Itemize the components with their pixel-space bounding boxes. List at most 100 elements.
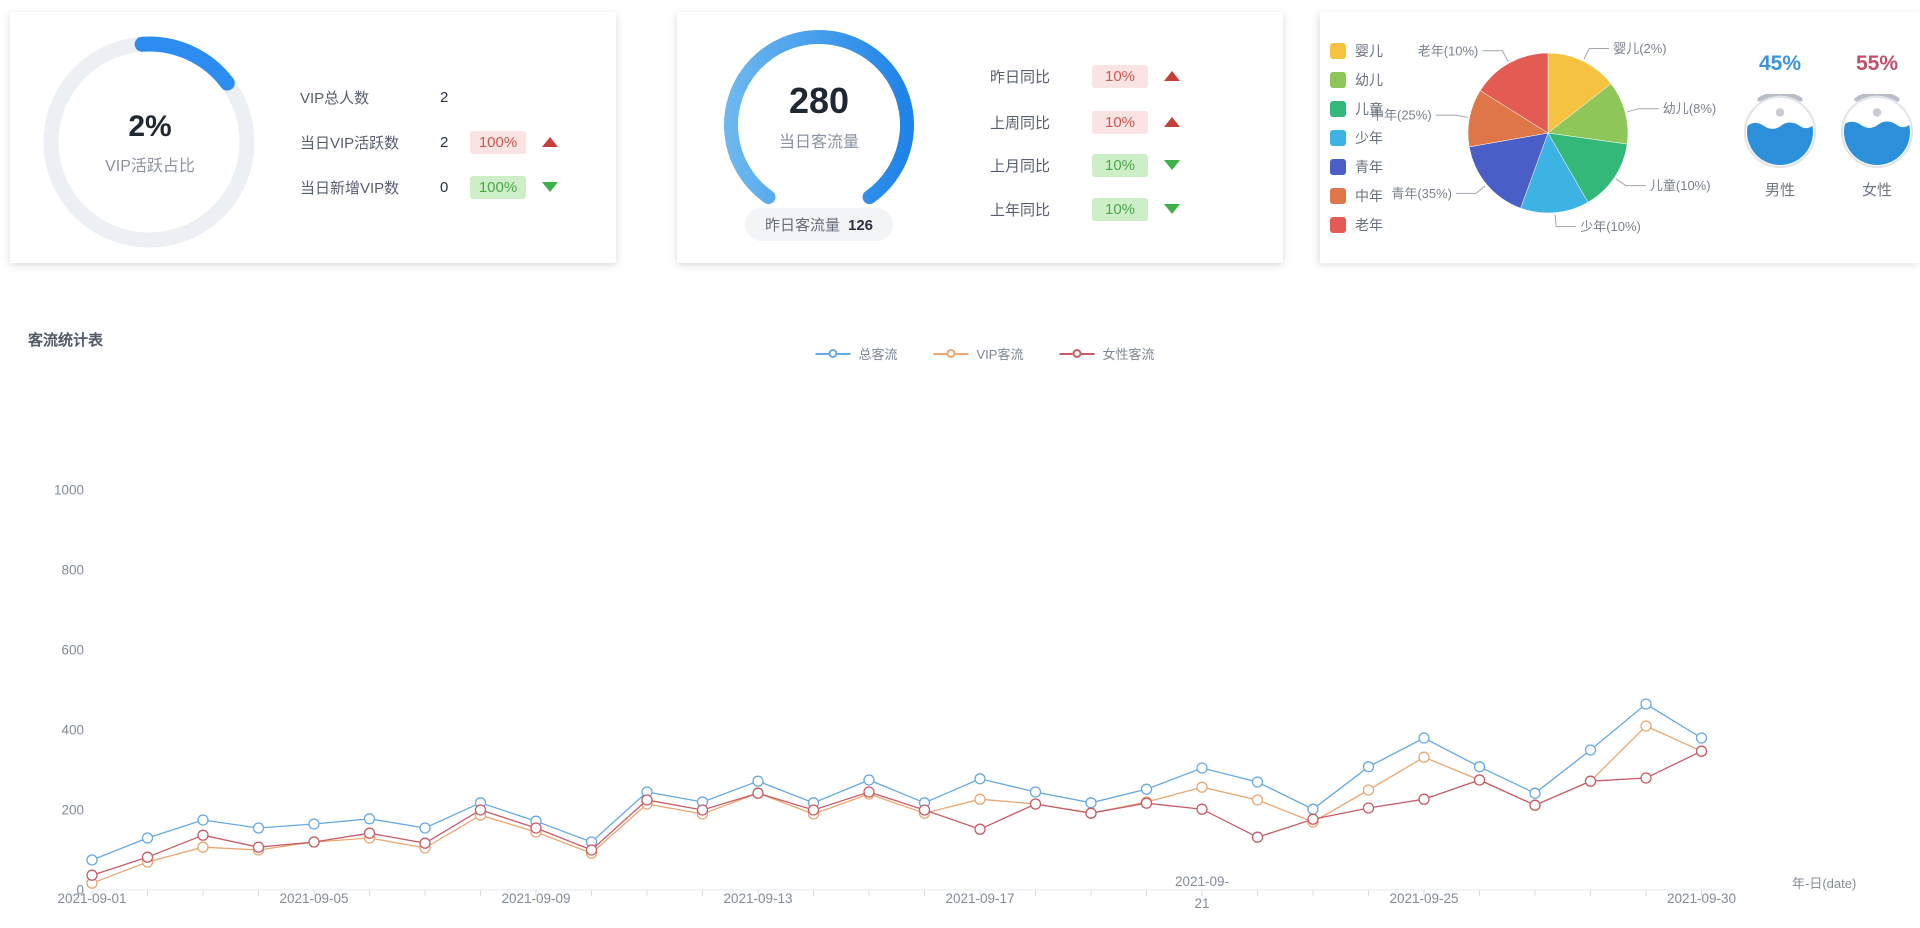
pie-legend-item[interactable]: 儿童 (1330, 94, 1383, 123)
data-point (1196, 803, 1208, 815)
x-axis-label: 2021-09-17 (945, 891, 1014, 906)
stat-label: VIP总人数 (300, 89, 370, 107)
data-point (1640, 772, 1652, 784)
pie-callout-label: 老年(10%) (1418, 43, 1479, 58)
data-point (1029, 798, 1042, 810)
demographics-card: 婴儿(2%) 幼儿(8%) 儿童(10%) 少年(10%) 青年(35%) 中年(25%)… (1320, 12, 1920, 263)
y-axis-label: 0 (76, 883, 84, 898)
legend-swatch-icon (1330, 42, 1346, 59)
pie-slice-少年[interactable] (1520, 132, 1589, 214)
pie-legend-item[interactable]: 老年 (1330, 210, 1383, 239)
pie-legend-item[interactable]: 婴儿 (1330, 36, 1383, 65)
series-line-VIP客流 (91, 725, 1702, 884)
pie-slice-婴儿[interactable] (1547, 52, 1612, 134)
data-point (252, 822, 265, 834)
data-point (197, 829, 209, 841)
x-axis-label: 21 (1194, 896, 1209, 911)
data-point (1196, 762, 1208, 774)
stat-label: 上月同比 (990, 157, 1051, 175)
line-marker-icon (815, 349, 851, 358)
pie-slice-青年[interactable] (1468, 132, 1549, 209)
change-badge: 100% (470, 175, 526, 199)
pie-legend-item[interactable]: 少年 (1330, 123, 1383, 152)
trend-up-icon (1164, 71, 1180, 81)
male-label: 男性 (1764, 182, 1795, 199)
vip-donut-chart (43, 36, 255, 248)
legend-label: 老年 (1355, 216, 1383, 233)
trend-chart-legend: 总客流 VIP客流 女性客流 (815, 344, 1155, 363)
change-badge: 10% (1092, 197, 1148, 221)
data-point (1529, 787, 1541, 799)
male-percent: 45% (1758, 52, 1802, 75)
x-axis-label: 2021-09-25 (1389, 891, 1458, 906)
male-ratio-block: 45% 男性 (1730, 52, 1830, 200)
data-point (363, 827, 376, 839)
legend-label: 青年 (1355, 158, 1383, 175)
data-point (86, 869, 98, 881)
legend-swatch-icon (1330, 129, 1346, 146)
data-point (863, 774, 875, 786)
data-point (197, 814, 209, 826)
traffic-caption: 当日客流量 (778, 134, 859, 151)
pie-slice-幼儿[interactable] (1547, 83, 1629, 145)
pie-slice-儿童[interactable] (1547, 132, 1628, 203)
change-badge: 10% (1092, 64, 1148, 88)
vip-active-caption: VIP活跃占比 (105, 158, 195, 175)
data-point (1251, 794, 1264, 806)
data-point (141, 851, 154, 863)
legend-swatch-icon (1330, 100, 1346, 117)
legend-item-total-traffic[interactable]: 总客流 (815, 344, 898, 363)
data-point (585, 844, 598, 856)
data-point (419, 822, 431, 834)
female-liquid-chart (1841, 91, 1913, 168)
legend-swatch-icon (1330, 187, 1346, 204)
data-point (1529, 799, 1541, 811)
legend-swatch-icon (1330, 158, 1346, 175)
legend-item-female-traffic[interactable]: 女性客流 (1059, 344, 1155, 363)
data-point (1695, 732, 1708, 744)
liquid-wave (1747, 122, 1813, 165)
data-point (863, 786, 875, 798)
pie-slice-老年[interactable] (1479, 52, 1549, 134)
pie-label-leader (1627, 108, 1659, 113)
trend-down-icon (1164, 204, 1180, 214)
stat-value: 2 (440, 133, 449, 151)
age-pie-chart: 婴儿(2%) 幼儿(8%) 儿童(10%) 少年(10%) 青年(35%) 中年(25%)… (1371, 41, 1716, 234)
pie-legend-item[interactable]: 青年 (1330, 152, 1383, 181)
trend-chart-title: 客流统计表 (28, 332, 104, 349)
data-point (474, 804, 487, 816)
y-axis-label: 800 (61, 563, 84, 578)
legend-label: VIP客流 (976, 347, 1024, 362)
legend-label: 女性客流 (1102, 347, 1155, 362)
data-point (1640, 720, 1652, 732)
pie-label-leader (1482, 50, 1509, 62)
stat-label: 昨日同比 (990, 68, 1051, 86)
data-point (419, 837, 431, 849)
pie-label-leader (1615, 178, 1646, 187)
data-point (1029, 786, 1042, 798)
trend-down-icon (1164, 160, 1180, 170)
traffic-value: 280 (788, 80, 850, 121)
y-axis-label: 400 (61, 723, 84, 738)
liquid-top-arc (1757, 91, 1803, 102)
female-ratio-block: 55% 女性 (1827, 52, 1920, 200)
legend-label: 幼儿 (1355, 71, 1383, 88)
liquid-top-arc (1854, 91, 1900, 102)
series-line-总客流 (91, 703, 1702, 861)
data-point (807, 804, 820, 816)
data-point (1695, 745, 1708, 757)
stat-row: 当日VIP活跃数 2 100% (300, 127, 558, 157)
pill-label: 昨日客流量 (764, 217, 840, 234)
pie-legend-item[interactable]: 幼儿 (1330, 65, 1383, 94)
pie-label-leader (1435, 114, 1468, 118)
data-point (363, 813, 376, 825)
donut-center: 2% VIP活跃占比 (40, 33, 260, 253)
legend-label: 少年 (1355, 129, 1383, 146)
pie-legend-item[interactable]: 中年 (1330, 181, 1383, 210)
data-point (1418, 732, 1430, 744)
legend-item-vip-traffic[interactable]: VIP客流 (933, 344, 1024, 363)
traffic-gauge-chart (724, 30, 914, 205)
legend-label: 总客流 (858, 347, 898, 362)
data-point (141, 832, 154, 844)
